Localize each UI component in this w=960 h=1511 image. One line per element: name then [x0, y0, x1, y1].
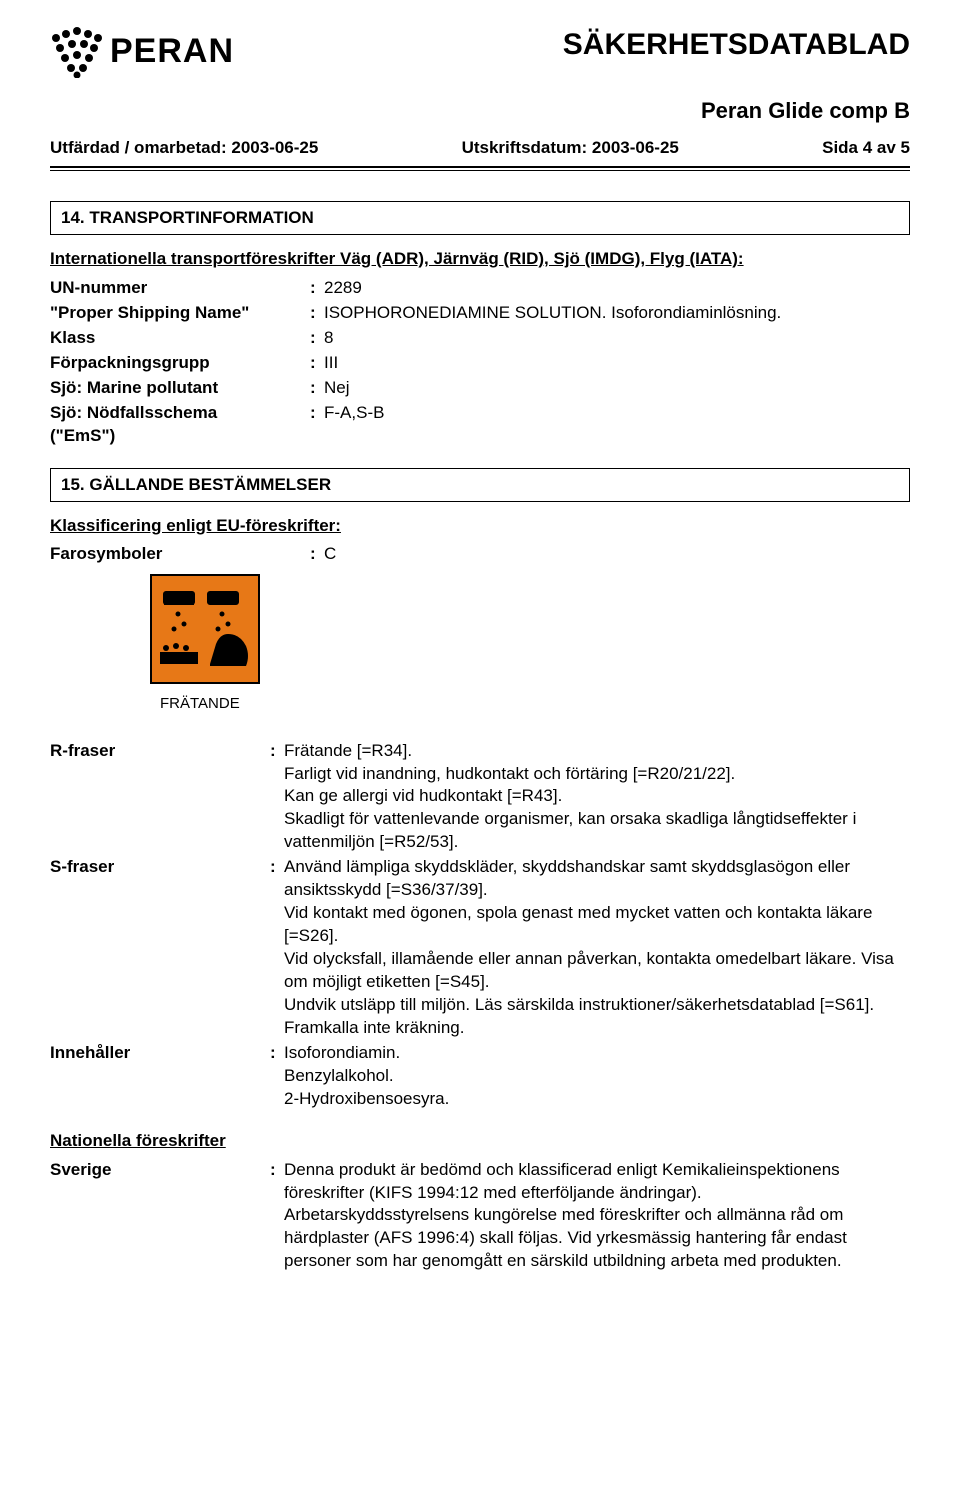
colon: :	[270, 740, 284, 855]
colon: :	[310, 402, 324, 448]
r-line: Frätande [=R34].	[284, 740, 910, 763]
issued-value: 2003-06-25	[231, 138, 318, 157]
issued: Utfärdad / omarbetad: 2003-06-25	[50, 138, 318, 158]
logo-dots-icon	[50, 24, 104, 78]
national-value: Denna produkt är bedömd och klassificera…	[284, 1159, 910, 1274]
section-14-title: 14. TRANSPORTINFORMATION	[50, 201, 910, 235]
contains-line: Benzylalkohol.	[284, 1065, 910, 1088]
contains-line: 2-Hydroxibensoesyra.	[284, 1088, 910, 1111]
s-line: Använd lämpliga skyddskläder, skyddshand…	[284, 856, 910, 902]
product-name: Peran Glide comp B	[50, 98, 910, 124]
section-15-title: 15. GÄLLANDE BESTÄMMELSER	[50, 468, 910, 502]
psn-value: ISOPHORONEDIAMINE SOLUTION. Isoforondiam…	[324, 302, 910, 325]
issued-label: Utfärdad / omarbetad:	[50, 138, 227, 157]
faro-label: Farosymboler	[50, 544, 310, 564]
r-line: Skadligt för vattenlevande organismer, k…	[284, 808, 910, 854]
national-grid: Sverige : Denna produkt är bedömd och kl…	[50, 1159, 910, 1274]
print: Utskriftsdatum: 2003-06-25	[462, 138, 679, 158]
colon: :	[310, 302, 324, 325]
contains-value: Isoforondiamin. Benzylalkohol. 2-Hydroxi…	[284, 1042, 910, 1111]
mp-value: Nej	[324, 377, 910, 400]
s-line: Vid kontakt med ögonen, spola genast med…	[284, 902, 910, 948]
meta-row: Utfärdad / omarbetad: 2003-06-25 Utskrif…	[50, 138, 910, 164]
faro-value: C	[324, 544, 910, 564]
ems-label: Sjö: Nödfallsschema ("EmS")	[50, 402, 310, 448]
class-value: 8	[324, 327, 910, 350]
national-label: Sverige	[50, 1159, 270, 1274]
r-phrases-label: R-fraser	[50, 740, 270, 855]
corrosive-icon	[150, 574, 260, 684]
national-subhead: Nationella föreskrifter	[50, 1131, 910, 1151]
mp-label: Sjö: Marine pollutant	[50, 377, 310, 400]
colon: :	[310, 277, 324, 300]
doc-title: SÄKERHETSDATABLAD	[563, 28, 910, 62]
ems-value: F-A,S-B	[324, 402, 910, 448]
contains-line: Isoforondiamin.	[284, 1042, 910, 1065]
section-14-subhead: Internationella transportföreskrifter Vä…	[50, 249, 910, 269]
colon: :	[310, 544, 324, 564]
s-phrases-value: Använd lämpliga skyddskläder, skyddshand…	[284, 856, 910, 1040]
phrases-grid: R-fraser : Frätande [=R34]. Farligt vid …	[50, 740, 910, 1111]
faro-row: Farosymboler : C	[50, 544, 910, 564]
s-phrases-label: S-fraser	[50, 856, 270, 1040]
colon: :	[310, 377, 324, 400]
pg-value: III	[324, 352, 910, 375]
logo-text: PERAN	[110, 32, 234, 71]
logo: PERAN	[50, 24, 234, 78]
pg-label: Förpackningsgrupp	[50, 352, 310, 375]
class-label: Klass	[50, 327, 310, 350]
header-row: PERAN SÄKERHETSDATABLAD	[50, 24, 910, 78]
national-line: Denna produkt är bedömd och klassificera…	[284, 1159, 910, 1205]
ems-label-1: Sjö: Nödfallsschema	[50, 402, 310, 425]
s-line: Vid olycksfall, illamående eller annan p…	[284, 948, 910, 994]
colon: :	[270, 1159, 284, 1274]
s-line: Undvik utsläpp till miljön. Läs särskild…	[284, 994, 910, 1017]
psn-label: "Proper Shipping Name"	[50, 302, 310, 325]
un-value: 2289	[324, 277, 910, 300]
r-line: Farligt vid inandning, hudkontakt och fö…	[284, 763, 910, 786]
print-label: Utskriftsdatum:	[462, 138, 588, 157]
colon: :	[270, 856, 284, 1040]
colon: :	[270, 1042, 284, 1111]
colon: :	[310, 352, 324, 375]
colon: :	[310, 327, 324, 350]
page-number: Sida 4 av 5	[822, 138, 910, 158]
transport-grid: UN-nummer : 2289 "Proper Shipping Name" …	[50, 277, 910, 448]
ems-label-2: ("EmS")	[50, 425, 310, 448]
contains-label: Innehåller	[50, 1042, 270, 1111]
r-line: Kan ge allergi vid hudkontakt [=R43].	[284, 785, 910, 808]
national-line: Arbetarskyddsstyrelsens kungörelse med f…	[284, 1204, 910, 1273]
section-15-subhead: Klassificering enligt EU-föreskrifter:	[50, 516, 910, 536]
hazard-symbol: FRÄTANDE	[150, 574, 910, 712]
un-label: UN-nummer	[50, 277, 310, 300]
s-line: Framkalla inte kräkning.	[284, 1017, 910, 1040]
page: PERAN SÄKERHETSDATABLAD Peran Glide comp…	[0, 0, 960, 1511]
header-rule	[50, 166, 910, 171]
hazard-caption: FRÄTANDE	[160, 695, 910, 712]
r-phrases-value: Frätande [=R34]. Farligt vid inandning, …	[284, 740, 910, 855]
print-value: 2003-06-25	[592, 138, 679, 157]
